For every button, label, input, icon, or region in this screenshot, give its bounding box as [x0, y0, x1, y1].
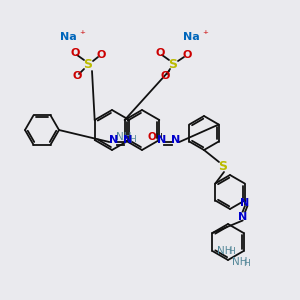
Text: S: S [218, 160, 227, 173]
Text: S: S [169, 58, 178, 71]
Text: H: H [228, 248, 235, 256]
Text: N: N [171, 135, 180, 145]
Text: N: N [157, 135, 166, 145]
Text: O: O [160, 71, 170, 81]
Text: N: N [109, 135, 118, 145]
Text: NH: NH [116, 132, 132, 142]
Text: O: O [70, 48, 80, 58]
Text: O: O [72, 71, 82, 81]
Text: H: H [243, 259, 249, 268]
Text: NH: NH [218, 246, 233, 256]
Text: S: S [83, 58, 92, 71]
Text: O: O [155, 48, 165, 58]
Text: NH: NH [232, 257, 248, 267]
Text: N: N [123, 135, 132, 145]
Text: ⁺: ⁺ [202, 30, 208, 40]
Text: O: O [182, 50, 192, 60]
Text: H: H [130, 134, 136, 143]
Text: N: N [238, 212, 247, 223]
Text: N: N [240, 199, 249, 208]
Text: ⁺: ⁺ [79, 30, 85, 40]
Text: O: O [148, 132, 156, 142]
Text: Na: Na [183, 32, 200, 42]
Text: H: H [156, 134, 162, 142]
Text: Na: Na [60, 32, 76, 42]
Text: O: O [96, 50, 106, 60]
